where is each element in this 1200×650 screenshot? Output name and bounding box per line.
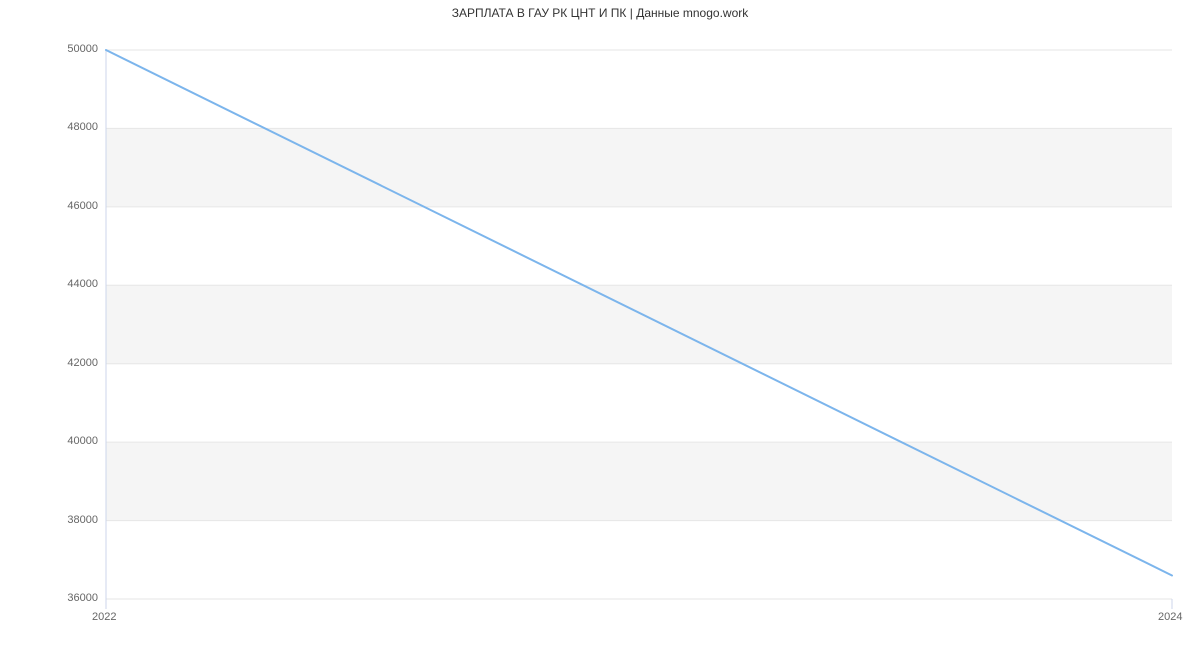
y-axis-label: 44000 — [67, 278, 98, 290]
y-axis-label: 46000 — [67, 200, 98, 212]
y-axis-label: 36000 — [67, 592, 98, 604]
chart-svg — [0, 0, 1200, 650]
y-axis-label: 38000 — [67, 514, 98, 526]
y-axis-label: 42000 — [67, 357, 98, 369]
chart-title: ЗАРПЛАТА В ГАУ РК ЦНТ И ПК | Данные mnog… — [0, 6, 1200, 20]
line-chart: ЗАРПЛАТА В ГАУ РК ЦНТ И ПК | Данные mnog… — [0, 0, 1200, 650]
x-axis-label: 2024 — [1158, 611, 1182, 623]
x-axis-label: 2022 — [92, 611, 116, 623]
y-axis-label: 40000 — [67, 435, 98, 447]
y-axis-label: 48000 — [67, 121, 98, 133]
y-axis-label: 50000 — [67, 43, 98, 55]
